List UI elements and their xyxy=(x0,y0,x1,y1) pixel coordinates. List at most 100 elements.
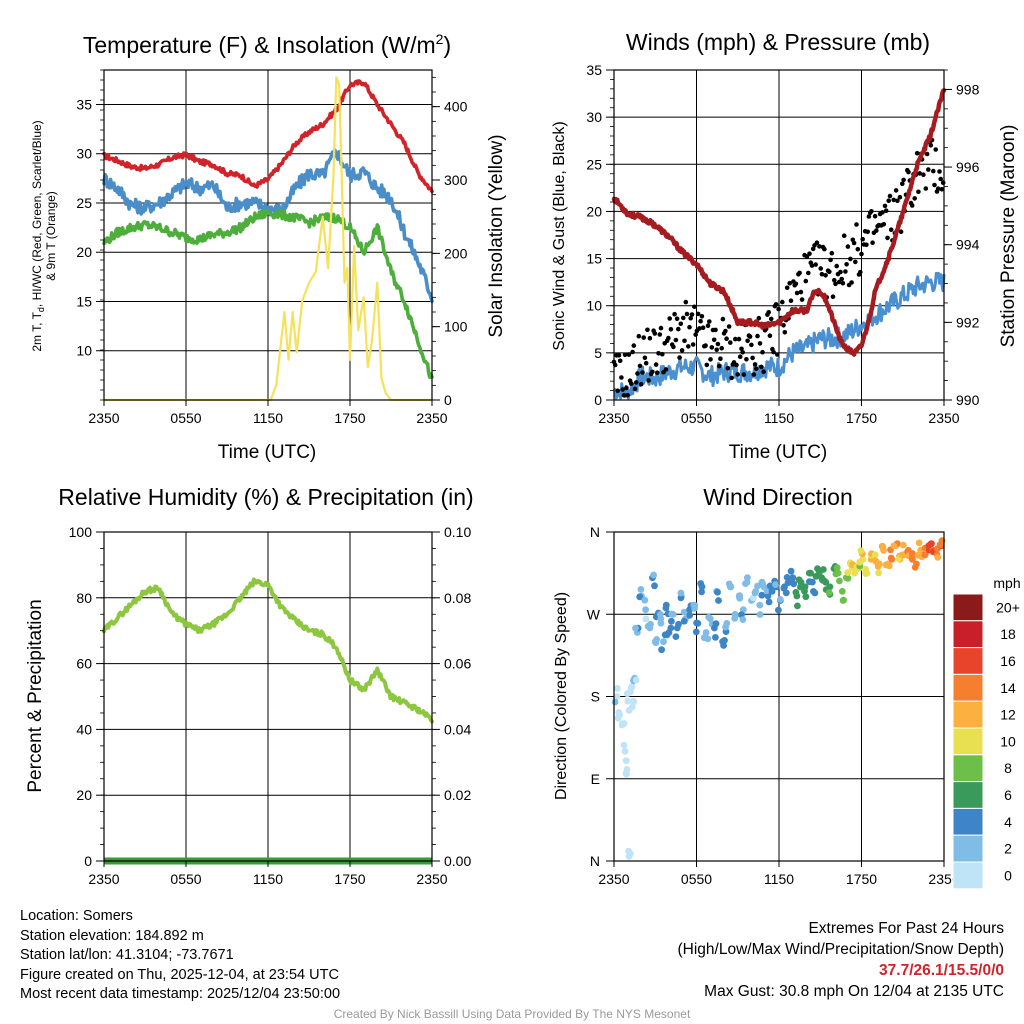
gust-point xyxy=(814,240,820,245)
colorbar-level-label: 12 xyxy=(1000,707,1016,723)
max-gust-text: Max Gust: 30.8 mph On 12/04 at 2135 UTC xyxy=(704,983,1004,1000)
gust-point xyxy=(715,341,721,347)
y-tick-label: 15 xyxy=(586,251,602,267)
temp-x-label: Time (UTC) xyxy=(218,442,317,463)
gust-point xyxy=(760,349,765,355)
series-wind xyxy=(612,271,946,400)
direction-point xyxy=(857,547,865,555)
gust-point xyxy=(810,246,816,252)
location-text: Location: Somers xyxy=(20,908,133,924)
gust-point xyxy=(666,335,671,341)
y2-tick-label: 400 xyxy=(444,99,468,115)
direction-point xyxy=(775,606,782,614)
direction-point xyxy=(811,589,819,597)
direction-point xyxy=(692,628,700,636)
y-tick-label: 20 xyxy=(586,203,602,219)
direction-point xyxy=(915,539,923,547)
gust-point xyxy=(870,240,875,245)
gust-point xyxy=(668,327,674,332)
direction-point xyxy=(743,579,751,586)
direction-point xyxy=(859,556,867,563)
direction-point xyxy=(887,554,895,562)
gust-point xyxy=(931,168,936,174)
series-pressure xyxy=(611,88,947,357)
direction-point xyxy=(660,638,667,646)
gust-point xyxy=(895,198,900,204)
y2-tick-label: 300 xyxy=(444,172,468,188)
gust-point xyxy=(855,246,861,252)
direction-tick-label: W xyxy=(587,606,601,622)
gust-point xyxy=(728,340,733,345)
direction-point xyxy=(783,574,791,581)
gust-point xyxy=(935,186,941,191)
direction-point xyxy=(792,589,800,596)
gust-point xyxy=(885,235,890,241)
direction-point xyxy=(668,617,675,625)
gust-point xyxy=(793,281,799,287)
direction-point xyxy=(630,698,638,705)
x-tick-label: 2350 xyxy=(88,410,119,426)
direction-point xyxy=(677,589,685,597)
y-tick-label: 60 xyxy=(76,656,92,672)
colorbar-level-label: 14 xyxy=(1000,680,1016,696)
gust-point xyxy=(631,343,637,348)
direction-tick-label: N xyxy=(590,524,600,540)
x-tick-label: 2350 xyxy=(88,871,119,887)
gust-point xyxy=(625,393,630,398)
direction-point xyxy=(759,580,766,587)
direction-point xyxy=(675,620,682,628)
x-tick-label: 0550 xyxy=(170,410,201,426)
colorbar-swatch xyxy=(952,647,984,675)
gust-point xyxy=(709,345,715,350)
gust-point xyxy=(898,229,904,234)
gust-point xyxy=(653,362,659,367)
colorbar-level-label: 8 xyxy=(1004,760,1012,776)
gust-point xyxy=(881,222,887,227)
direction-point xyxy=(908,554,916,562)
direction-point xyxy=(677,594,685,602)
y-tick-label: 15 xyxy=(76,293,92,309)
direction-point xyxy=(714,588,721,596)
direction-point xyxy=(794,602,801,610)
gust-point xyxy=(729,375,734,381)
x-tick-label: 2350 xyxy=(416,410,447,426)
created-text: Figure created on Thu, 2025-12-04, at 23… xyxy=(20,966,339,983)
gust-point xyxy=(674,316,680,322)
direction-point xyxy=(721,637,728,644)
gust-point xyxy=(749,342,754,348)
gust-point xyxy=(914,150,920,156)
direction-point xyxy=(625,847,632,855)
gust-point xyxy=(782,330,788,335)
y2-tick-label: 992 xyxy=(956,314,980,330)
x-tick-label: 1750 xyxy=(846,410,877,426)
gust-point xyxy=(833,281,838,287)
gust-point xyxy=(647,335,653,341)
direction-point xyxy=(700,634,708,642)
y2-tick-label: 0.10 xyxy=(444,524,471,540)
gust-point xyxy=(809,263,815,268)
colorbar-swatch xyxy=(952,781,984,809)
gust-point xyxy=(843,269,848,274)
y-tick-label: 25 xyxy=(76,195,92,211)
latlon-text: Station lat/lon: 41.3104; -73.7671 xyxy=(20,947,234,963)
y2-tick-label: 998 xyxy=(956,81,980,97)
gust-point xyxy=(726,324,732,329)
y2-tick-label: 0.04 xyxy=(444,721,471,737)
y2-tick-label: 0 xyxy=(444,392,452,408)
colorbar-swatch xyxy=(952,834,984,863)
gust-point xyxy=(636,333,642,339)
gust-point xyxy=(657,332,663,337)
direction-point xyxy=(911,564,919,571)
y2-tick-label: 0.08 xyxy=(444,590,471,606)
colorbar-level-label: 18 xyxy=(1000,626,1016,642)
direction-point xyxy=(825,589,833,597)
direction-tick-label: N xyxy=(590,853,600,869)
gust-point xyxy=(695,311,701,317)
gust-point xyxy=(640,370,645,375)
gust-point xyxy=(822,246,827,252)
gust-point xyxy=(751,372,757,377)
series-heat_index xyxy=(102,148,434,304)
gust-point xyxy=(689,312,695,317)
gust-point xyxy=(621,393,627,398)
